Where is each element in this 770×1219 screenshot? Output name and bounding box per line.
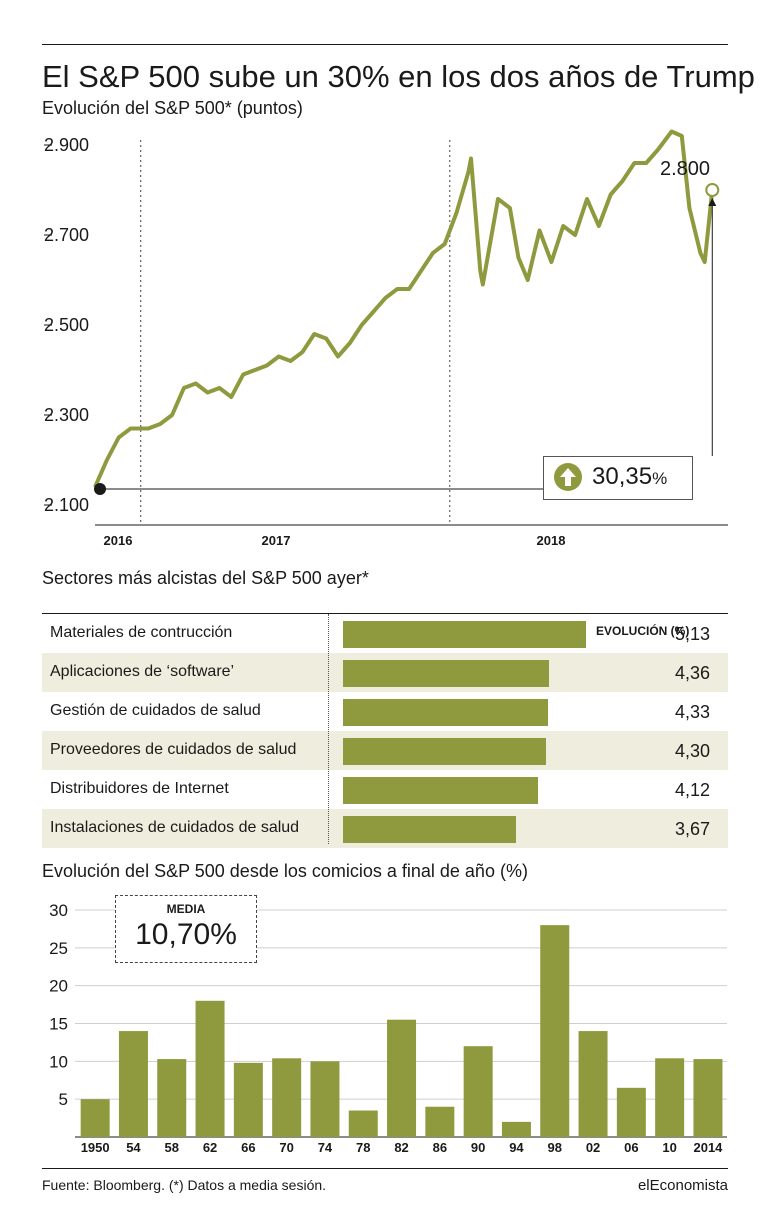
sector-value: 4,33 (674, 702, 710, 722)
election-bar (80, 1099, 110, 1137)
x-tick-label: 66 (241, 1140, 255, 1155)
sector-row: Proveedores de cuidados de salud 4,30 (42, 731, 728, 770)
media-value: 10,70% (135, 918, 237, 951)
footer-rule (42, 1168, 728, 1169)
election-bar (655, 1058, 685, 1137)
y-tick-label: 2.300 (44, 405, 89, 425)
sp500-line-chart: 2.100 2.300 2.500 2.700 2.900 2016 2017 2018 2.8… (44, 129, 728, 548)
source-note: Fuente: Bloomberg. (*) Datos a media ses… (42, 1177, 327, 1193)
sector-bar (343, 621, 586, 648)
series-line (93, 129, 715, 488)
x-tick-label: 90 (471, 1140, 485, 1155)
sectors-top-rule (42, 613, 728, 614)
y-tick-label: 2.900 (44, 135, 89, 155)
x-tick-label: 2014 (693, 1140, 723, 1155)
election-bar (693, 1059, 723, 1137)
sector-label: Distribuidores de Internet (50, 780, 229, 797)
sector-value: 4,30 (674, 741, 710, 761)
sector-bar (343, 777, 538, 804)
x-tick-label: 06 (624, 1140, 638, 1155)
sector-value: 5,13 (674, 624, 710, 644)
x-tick-label: 2016 (104, 533, 133, 548)
election-bar (118, 1031, 148, 1137)
x-tick-label: 86 (433, 1140, 447, 1155)
x-tick-label: 74 (318, 1140, 333, 1155)
election-bar (195, 1000, 225, 1137)
change-callout: 30,35% (543, 456, 693, 500)
sector-label: Aplicaciones de ‘software’ (50, 663, 235, 680)
sector-label: Materiales de contrucción (50, 624, 233, 641)
x-tick-label: 78 (356, 1140, 370, 1155)
elections-title: Evolución del S&P 500 desde los comicios… (42, 861, 528, 881)
election-bar (463, 1046, 493, 1137)
x-tick-label: 70 (279, 1140, 293, 1155)
sector-row: Instalaciones de cuidados de salud 3,67 (42, 809, 728, 848)
y-tick-label: 20 (49, 977, 68, 996)
sectors-title: Sectores más alcistas del S&P 500 ayer* (42, 568, 369, 588)
x-tick-label: 54 (126, 1140, 141, 1155)
sector-row: Distribuidores de Internet 4,12 (42, 770, 728, 809)
election-bar (578, 1031, 608, 1137)
sector-row: Aplicaciones de ‘software’ 4,36 (42, 653, 728, 692)
y-tick-label: 5 (59, 1090, 68, 1109)
y-tick-label: 30 (49, 901, 68, 920)
sector-row: Materiales de contrucción 5,13 (42, 614, 728, 653)
x-tick-label: 82 (394, 1140, 408, 1155)
election-bar (501, 1121, 531, 1137)
start-point (94, 483, 106, 495)
up-arrow-icon (554, 463, 582, 491)
y-tick-label: 2.500 (44, 315, 89, 335)
x-tick-label: 2017 (262, 533, 291, 548)
sector-value: 3,67 (674, 819, 710, 839)
election-bar (348, 1110, 378, 1137)
y-tick-label: 10 (49, 1052, 68, 1071)
x-tick-label: 94 (509, 1140, 524, 1155)
x-tick-label: 62 (203, 1140, 217, 1155)
arrow-head (708, 198, 717, 206)
sector-bar (343, 699, 548, 726)
y-tick-label: 2.700 (44, 225, 89, 245)
election-bar (540, 925, 570, 1137)
top-rule (42, 44, 728, 45)
sector-bar (343, 660, 550, 687)
y-tick-label: 15 (49, 1015, 68, 1034)
sector-value: 4,12 (674, 780, 710, 800)
x-tick-label: 10 (662, 1140, 676, 1155)
election-bar (157, 1059, 187, 1137)
sectors-divider (328, 614, 329, 844)
sector-label: Gestión de cuidados de salud (50, 702, 261, 719)
sector-label: Instalaciones de cuidados de salud (50, 819, 300, 836)
election-bar (272, 1058, 302, 1137)
y-tick-label: 2.100 (44, 495, 89, 515)
sectors-value-header: EVOLUCIÓN (%) (596, 624, 690, 638)
x-tick-label: 58 (165, 1140, 179, 1155)
sector-bar (343, 738, 547, 765)
line-chart-subtitle: Evolución del S&P 500* (puntos) (42, 98, 303, 118)
x-tick-label: 1950 (81, 1140, 110, 1155)
change-value: 30,35% (592, 463, 668, 490)
end-value-label: 2.800 (660, 158, 710, 180)
x-tick-label: 2018 (537, 533, 566, 548)
x-tick-label: 02 (586, 1140, 600, 1155)
media-callout: MEDIA 10,70% (115, 895, 257, 963)
election-bar (425, 1106, 455, 1137)
sector-value: 4,36 (674, 663, 710, 683)
end-point (705, 183, 720, 197)
election-bar (616, 1087, 646, 1137)
election-bar (233, 1062, 263, 1137)
sector-bar (343, 816, 517, 843)
election-bar (310, 1061, 340, 1137)
sector-label: Proveedores de cuidados de salud (50, 741, 297, 758)
y-tick-label: 25 (49, 939, 68, 958)
page-title: El S&P 500 sube un 30% en los dos años d… (42, 59, 755, 94)
election-bar (387, 1019, 417, 1137)
media-label: MEDIA (166, 902, 206, 916)
sector-row: Gestión de cuidados de salud 4,33 (42, 692, 728, 731)
brand-logo: elEconomista (637, 1177, 728, 1194)
x-tick-label: 98 (548, 1140, 562, 1155)
